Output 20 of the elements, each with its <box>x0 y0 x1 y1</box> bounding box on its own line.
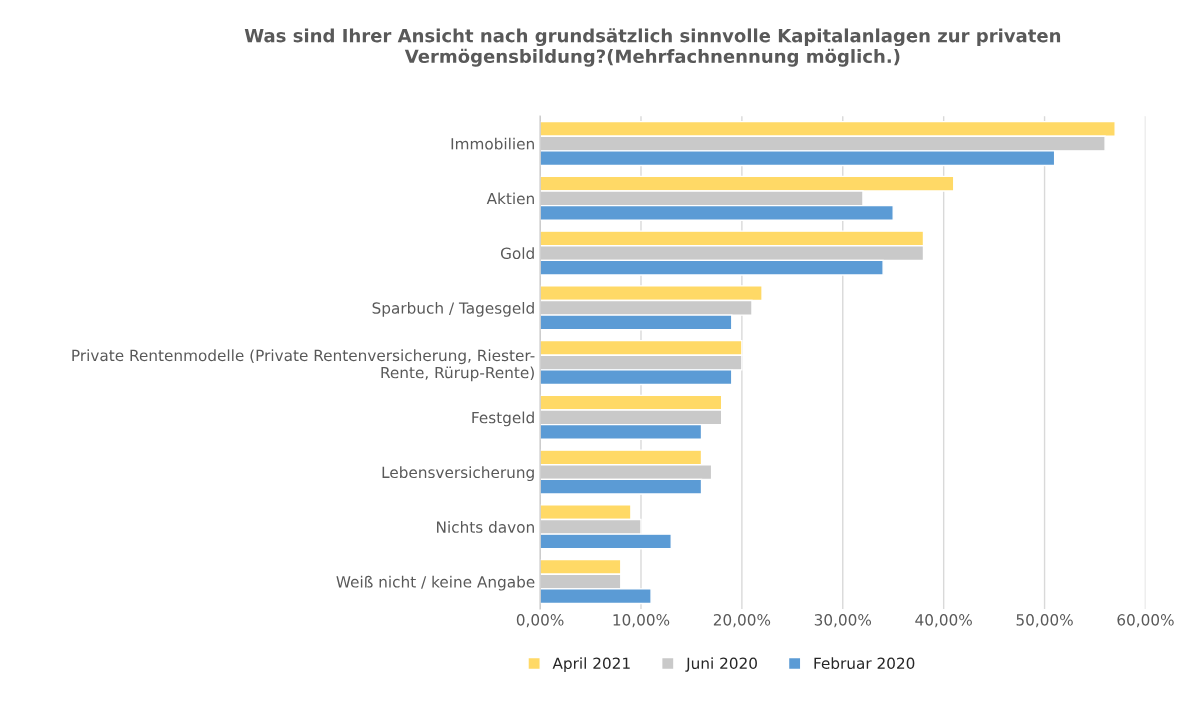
x-tick-label: 0,00% <box>516 614 564 628</box>
y-tick-label: Lebensversicherung <box>382 466 534 482</box>
legend-label: Februar 2020 <box>814 657 915 670</box>
legend-label: April 2021 <box>552 657 630 672</box>
y-tick-label: Nichts davon <box>437 521 534 533</box>
x-tick-label: 20,00% <box>713 614 771 628</box>
chart-title: Was sind Ihrer Ansicht nach grundsätzlich sinnvolle Kapitalanlagen zur privaten Vermögensbildung?(Mehrfachnennung möglich.) <box>244 28 1061 67</box>
x-tick-label: 60,00% <box>1117 614 1174 628</box>
y-tick-label: Immobilien <box>451 137 534 150</box>
y-tick-label: Gold <box>500 247 534 260</box>
y-tick-label: Private Rentenmodelle (Private Rentenversicherung, Riester- Rente, Rürup-Rente) <box>72 349 535 382</box>
y-tick-label: Weiß nicht / keine Angabe <box>336 575 535 591</box>
y-tick-label: Sparbuch / Tagesgeld <box>372 302 534 317</box>
y-tick-label: Aktien <box>486 192 534 205</box>
x-tick-label: 30,00% <box>814 614 872 628</box>
y-tick-label: Festgeld <box>472 411 534 427</box>
x-tick-label: 50,00% <box>1016 614 1073 628</box>
x-tick-label: 40,00% <box>915 614 972 628</box>
x-tick-label: 10,00% <box>613 614 670 628</box>
legend-label: Juni 2020 <box>685 657 757 672</box>
